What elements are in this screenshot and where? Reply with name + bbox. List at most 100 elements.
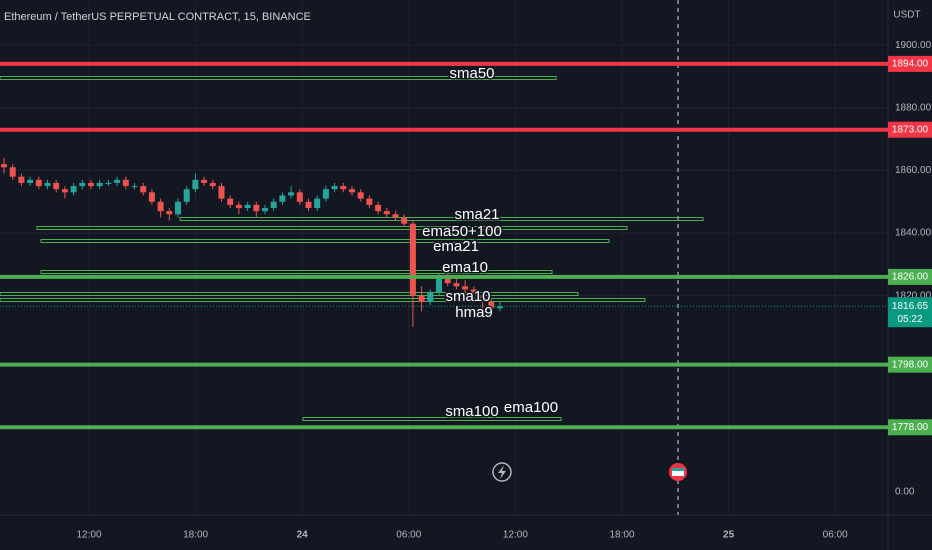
candle-body [357,192,364,199]
y-tick-label: 1820.00 [895,290,932,301]
candle-body [235,204,242,209]
candle-body [157,201,164,212]
candle-body [140,186,147,193]
indicator-label: ema100 [504,399,558,416]
level-axis-box [888,356,932,373]
last-price-box [888,297,932,328]
candle-body [105,182,112,184]
candle-body [409,223,416,296]
candle-body [244,204,251,209]
candle-body [375,204,382,212]
candle-body [131,186,138,188]
candle-body [122,179,129,187]
x-tick-label: 12:00 [76,530,101,541]
x-tick-label: 06:00 [823,530,848,541]
candle-body [479,295,486,302]
indicator-label: hma9 [455,304,493,321]
level-axis-label: 1778.00 [892,422,929,433]
indicator-label: sma21 [454,206,499,223]
level-axis-label: 1894.00 [892,59,929,70]
indicator-box [40,239,610,243]
candle-body [305,201,312,209]
level-axis-box [888,121,932,138]
level-axis-label: 1826.00 [892,272,929,283]
candle-body [18,176,25,183]
candle-body [444,276,451,284]
candle-body [366,198,373,205]
indicator-label: sma50 [449,65,494,82]
candle-body [401,217,408,224]
x-tick-label: 06:00 [396,530,421,541]
candle-body [114,179,121,183]
candle-body [88,182,94,187]
candle-body [227,198,234,205]
candle-body [27,179,34,183]
indicator-box [0,292,579,296]
candle-body [288,192,295,196]
x-tick-label: 18:00 [183,530,208,541]
candle-body [148,192,155,202]
indicator-box [0,76,557,80]
event-icon [669,463,687,481]
indicator-box [36,226,628,230]
pane-label: 0.00 [895,487,915,498]
indicator-label: ema10 [442,259,488,276]
candle-body [270,201,277,209]
candle-body [183,189,190,202]
x-tick-label: 18:00 [609,530,634,541]
y-tick-label: 1840.00 [895,228,932,239]
candle-body [331,186,338,190]
last-price-label: 1816.65 [892,301,929,312]
candle-body [462,286,469,290]
candle-body [192,179,199,190]
indicator-box [40,270,553,274]
candle-body [53,182,60,190]
indicator-label: ema21 [433,238,479,255]
candle-body [209,182,216,187]
candle-body [253,204,260,212]
alert-icon [492,462,512,482]
x-tick-label: 25 [723,530,735,541]
candle-body [349,189,355,193]
candle-body [427,292,434,302]
candle-body [166,211,173,215]
candle-body [262,208,268,212]
candle-body [1,164,7,168]
currency-label: USDT [893,10,920,21]
indicator-box [179,217,704,221]
level-axis-box [888,419,932,436]
y-tick-label: 1860.00 [895,165,932,176]
candle-body [96,182,103,187]
candle-body [488,301,495,309]
candle-body [436,276,442,293]
candle-body [314,198,321,209]
candle-body [70,186,77,193]
y-tick-label: 1900.00 [895,40,932,51]
candle-body [44,182,51,187]
indicator-label: ema50+100 [422,223,502,240]
countdown-label: 05:22 [897,314,922,325]
candle-body [340,186,347,190]
x-tick-label: 12:00 [503,530,528,541]
candle-body [496,306,503,309]
candle-body [61,189,68,193]
candle-body [453,283,460,287]
indicator-label: sma100 [445,403,498,420]
candle-body [79,182,86,187]
x-tick-label: 24 [297,530,309,541]
indicator-box [0,298,646,302]
level-axis-label: 1798.00 [892,359,929,370]
level-axis-box [888,55,932,72]
candle-body [392,214,399,218]
candle-body [175,201,181,215]
indicator-box [302,417,562,421]
candle-body [418,295,425,302]
level-axis-box [888,268,932,285]
candle-body [218,186,225,199]
candle-body [35,179,42,187]
candle-body [279,195,286,202]
candle-body [296,192,303,202]
indicator-label: sma10 [445,288,490,305]
level-axis-label: 1873.00 [892,124,929,135]
